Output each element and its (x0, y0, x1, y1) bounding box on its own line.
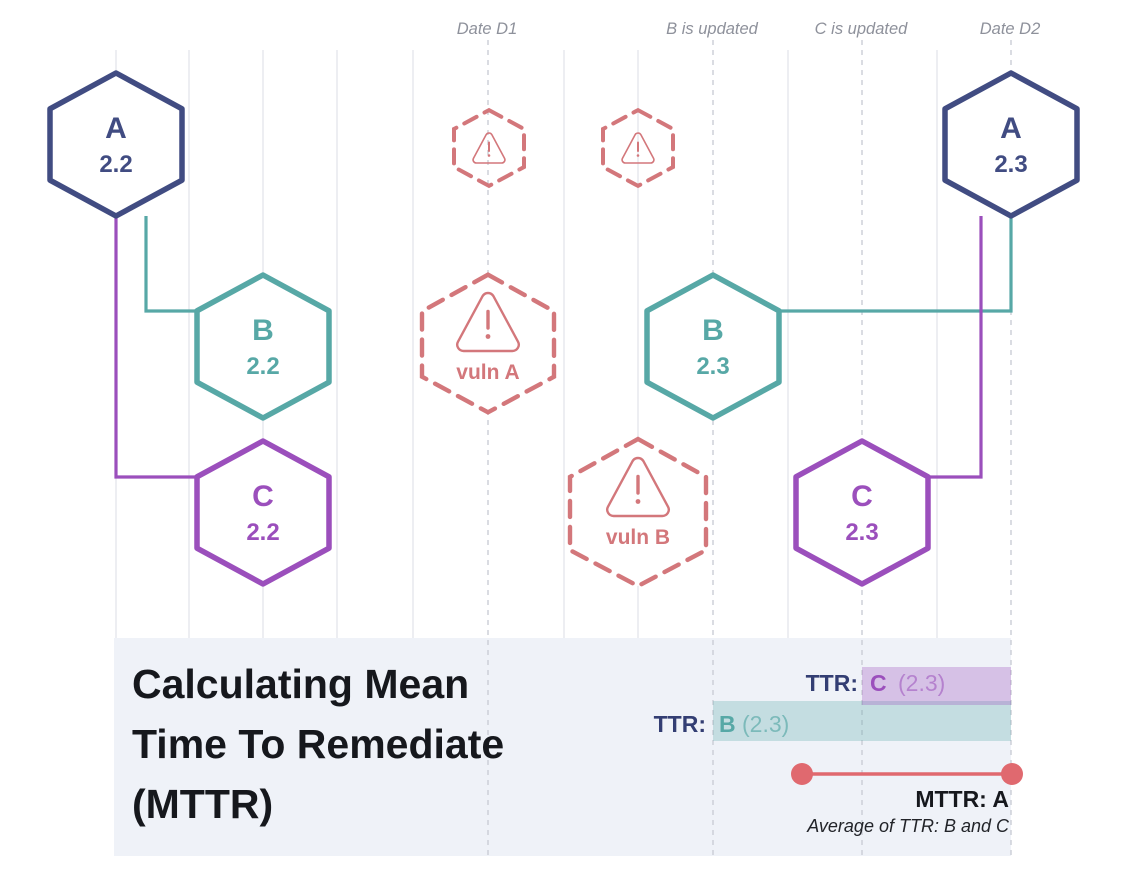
svg-text:2.2: 2.2 (99, 151, 132, 178)
svg-text:B: B (252, 314, 274, 347)
svg-text:Date D1: Date D1 (457, 20, 518, 38)
svg-text:2.3: 2.3 (696, 353, 729, 380)
svg-text:Time To Remediate: Time To Remediate (132, 721, 504, 767)
svg-text:(MTTR): (MTTR) (132, 781, 273, 827)
svg-text:TTR:: TTR: (806, 670, 858, 696)
svg-text:Average of TTR: B and C: Average of TTR: B and C (806, 816, 1010, 836)
svg-text:C: C (870, 670, 887, 696)
svg-text:Calculating Mean: Calculating Mean (132, 661, 469, 707)
svg-text:2.3: 2.3 (994, 151, 1027, 178)
svg-text:C: C (851, 480, 873, 513)
svg-text:2.2: 2.2 (246, 353, 279, 380)
svg-text:C: C (252, 480, 274, 513)
svg-text:MTTR: A: MTTR: A (915, 786, 1009, 812)
svg-text:C is updated: C is updated (815, 20, 908, 38)
svg-text:Date D2: Date D2 (980, 20, 1041, 38)
svg-text:B: B (719, 711, 736, 737)
svg-text:A: A (105, 112, 127, 145)
svg-text:A: A (1000, 112, 1022, 145)
svg-text:vuln A: vuln A (456, 361, 519, 384)
svg-text:TTR:: TTR: (654, 711, 706, 737)
svg-text:B is updated: B is updated (666, 20, 759, 38)
svg-text:(2.3): (2.3) (742, 711, 789, 737)
svg-text:B: B (702, 314, 724, 347)
svg-text:vuln B: vuln B (606, 526, 670, 549)
svg-text:2.3: 2.3 (845, 519, 878, 546)
svg-text:2.2: 2.2 (246, 519, 279, 546)
svg-text:(2.3): (2.3) (898, 670, 945, 696)
